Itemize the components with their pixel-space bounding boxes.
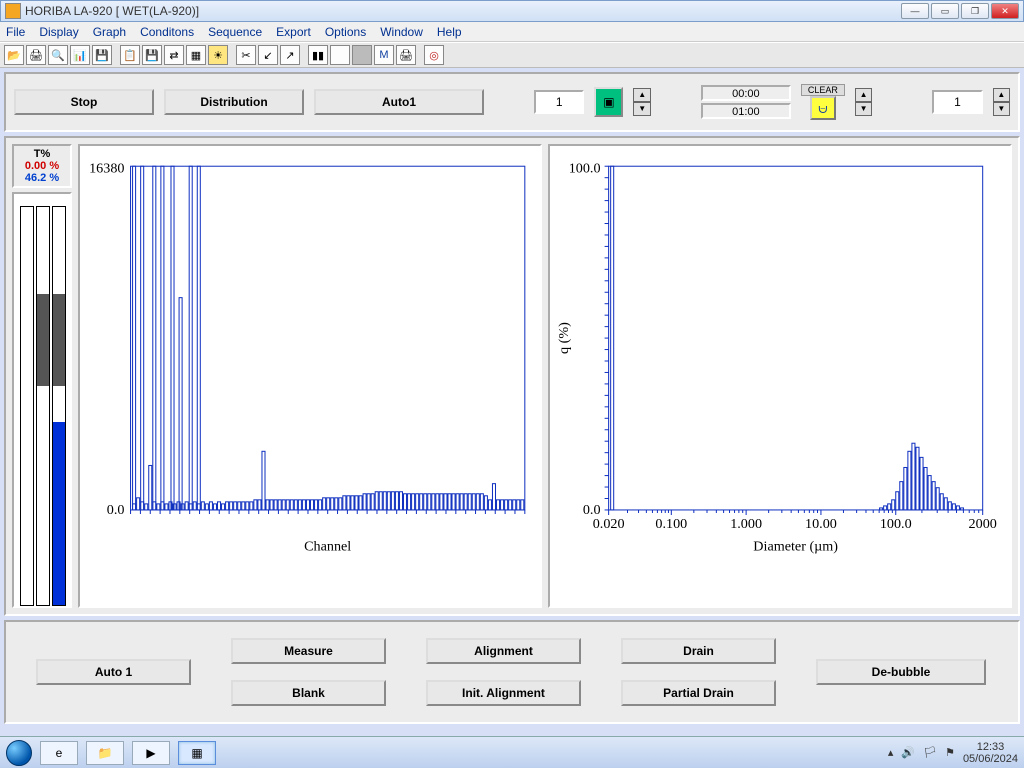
top-panel: Stop Distribution Auto1 1 ▣ ▲▼ 00:00 01:… (4, 72, 1020, 132)
tray-date: 05/06/2024 (963, 753, 1018, 765)
tray-time: 12:33 (963, 741, 1018, 753)
system-tray: ▴ 🔊 🏳 ⚑ 12:33 05/06/2024 (888, 741, 1018, 765)
app-icon (5, 3, 21, 19)
stop-button[interactable]: Stop (14, 89, 154, 115)
clipboard-icon[interactable]: 📋 (120, 45, 140, 65)
menu-help[interactable]: Help (437, 25, 462, 39)
svg-text:Channel: Channel (304, 538, 351, 554)
menubar: File Display Graph Conditons Sequence Ex… (0, 22, 1024, 42)
grid-icon[interactable]: ▦ (186, 45, 206, 65)
menu-export[interactable]: Export (276, 25, 311, 39)
menu-sequence[interactable]: Sequence (208, 25, 262, 39)
control-icon[interactable]: ▣ (594, 87, 623, 117)
time-bot: 01:00 (701, 103, 791, 119)
num-left: 1 (534, 90, 584, 114)
tray-up-icon[interactable]: ▴ (888, 746, 894, 759)
m-icon[interactable]: M (374, 45, 394, 65)
partial-drain-button[interactable]: Partial Drain (621, 680, 776, 706)
save-icon[interactable]: 💾 (92, 45, 112, 65)
cut-icon[interactable]: ✂ (236, 45, 256, 65)
init-alignment-button[interactable]: Init. Alignment (426, 680, 581, 706)
measure-button[interactable]: Measure (231, 638, 386, 664)
window-title: HORIBA LA-920 [ WET(LA-920)] (25, 4, 199, 18)
target-icon[interactable]: ◎ (424, 45, 444, 65)
tray-shield-icon[interactable]: ⚑ (945, 746, 955, 759)
tray-flag-icon[interactable]: 🏳 (923, 746, 937, 759)
spinner-right[interactable]: ▲▼ (993, 88, 1010, 116)
channel-chart: 16380 0.0 Channel (78, 144, 542, 608)
tray-clock[interactable]: 12:33 05/06/2024 (963, 741, 1018, 765)
tpct-label: T% (14, 148, 70, 160)
menu-file[interactable]: File (6, 25, 25, 39)
auto1-button[interactable]: Auto1 (314, 89, 484, 115)
num-right: 1 (932, 90, 982, 114)
tpct-v2: 46.2 % (14, 172, 70, 184)
menu-conditions[interactable]: Conditons (140, 25, 194, 39)
bottom-panel: Auto 1 Measure Blank Alignment Init. Ali… (4, 620, 1020, 724)
taskbar-ie-icon[interactable]: e (40, 741, 78, 765)
svg-text:0.0: 0.0 (583, 502, 601, 518)
titlebar: HORIBA LA-920 [ WET(LA-920)] — ▭ ❐ ✕ (0, 0, 1024, 22)
toolbar: 📂 🖨 🔍 📊 💾 📋 💾 ⇄ ▦ ☀ ✂ ↙ ↗ ▮▮ M 🖨 ◎ (0, 42, 1024, 68)
svg-text:100.0: 100.0 (569, 160, 601, 176)
taskbar-explorer-icon[interactable]: 📁 (86, 741, 124, 765)
svg-text:100.0: 100.0 (880, 516, 912, 532)
svg-text:q (%): q (%) (556, 322, 572, 354)
svg-text:16380: 16380 (89, 160, 124, 176)
spinner-left[interactable]: ▲▼ (633, 88, 650, 116)
svg-text:0.0: 0.0 (107, 502, 125, 518)
time-top: 00:00 (701, 85, 791, 101)
svg-text:Diameter (µm): Diameter (µm) (753, 538, 838, 554)
tpct-column: T% 0.00 % 46.2 % (12, 144, 72, 608)
spinner-mid[interactable]: ▲▼ (855, 88, 872, 116)
sun-icon[interactable]: ☀ (208, 45, 228, 65)
arrow-icon[interactable]: ↗ (280, 45, 300, 65)
menu-options[interactable]: Options (325, 25, 366, 39)
svg-text:0.100: 0.100 (655, 516, 687, 532)
svg-text:2000: 2000 (969, 516, 997, 532)
main-panel: T% 0.00 % 46.2 % 163800.0Channel 0.0200.… (4, 136, 1020, 616)
chart-save-icon[interactable]: 📊 (70, 45, 90, 65)
clear-label: CLEAR (801, 84, 845, 96)
tpct-header: T% 0.00 % 46.2 % (12, 144, 72, 188)
shrink-icon[interactable]: ↙ (258, 45, 278, 65)
auto1-bottom-button[interactable]: Auto 1 (36, 659, 191, 685)
open-icon[interactable]: 📂 (4, 45, 24, 65)
tpct-bars (12, 192, 72, 608)
svg-text:0.020: 0.020 (593, 516, 625, 532)
clear-button[interactable]: ⩁ (810, 96, 836, 120)
debubble-button[interactable]: De-bubble (816, 659, 986, 685)
minimize-button[interactable]: — (901, 3, 929, 19)
menu-display[interactable]: Display (39, 25, 78, 39)
taskbar-app-icon[interactable]: ▦ (178, 741, 216, 765)
zoom-icon[interactable]: 🔍 (48, 45, 68, 65)
menu-window[interactable]: Window (380, 25, 423, 39)
tpct-v1: 0.00 % (14, 160, 70, 172)
channel-chart-svg: 16380 0.0 Channel (80, 146, 540, 611)
menu-graph[interactable]: Graph (93, 25, 126, 39)
restore-button[interactable]: ▭ (931, 3, 959, 19)
disk-icon[interactable]: 💾 (142, 45, 162, 65)
alignment-button[interactable]: Alignment (426, 638, 581, 664)
print-icon[interactable]: 🖨 (26, 45, 46, 65)
blank-icon[interactable] (330, 45, 350, 65)
tray-volume-icon[interactable]: 🔊 (901, 746, 915, 759)
drain-button[interactable]: Drain (621, 638, 776, 664)
start-button[interactable] (6, 740, 32, 766)
svg-text:10.00: 10.00 (805, 516, 837, 532)
swap-icon[interactable]: ⇄ (164, 45, 184, 65)
maximize-button[interactable]: ❐ (961, 3, 989, 19)
taskbar-media-icon[interactable]: ▶ (132, 741, 170, 765)
diameter-chart: 0.020 0.100 1.000 10.00 100.0 2000 100.0 0.0 q (… (548, 144, 1012, 608)
taskbar: e 📁 ▶ ▦ ▴ 🔊 🏳 ⚑ 12:33 05/06/2024 (0, 736, 1024, 768)
svg-text:1.000: 1.000 (730, 516, 762, 532)
diameter-chart-svg: 0.020 0.100 1.000 10.00 100.0 2000 100.0 0.0 q (… (550, 146, 1010, 611)
bars-icon[interactable]: ▮▮ (308, 45, 328, 65)
blank-button[interactable]: Blank (231, 680, 386, 706)
distribution-button[interactable]: Distribution (164, 89, 304, 115)
close-button[interactable]: ✕ (991, 3, 1019, 19)
grey-icon[interactable] (352, 45, 372, 65)
printer2-icon[interactable]: 🖨 (396, 45, 416, 65)
